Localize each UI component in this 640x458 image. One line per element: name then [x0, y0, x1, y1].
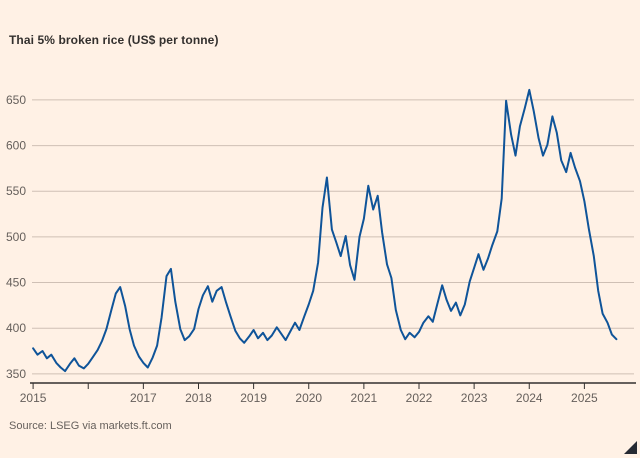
- price-line-series: [32, 88, 618, 373]
- y-tick-label: 350: [6, 367, 26, 381]
- y-tick-label: 400: [6, 321, 26, 335]
- y-tick-label: 600: [6, 139, 26, 153]
- y-tick-label: 500: [6, 230, 26, 244]
- x-tick-label: 2022: [406, 391, 433, 405]
- x-tick-label: 2025: [571, 391, 598, 405]
- x-tick-label: 2018: [185, 391, 212, 405]
- x-tick-label: 2023: [461, 391, 488, 405]
- source-note: Source: LSEG via markets.ft.com: [9, 420, 172, 432]
- x-tick-label: 2020: [295, 391, 322, 405]
- x-tick-label: 2015: [20, 391, 47, 405]
- y-tick-label: 650: [6, 93, 26, 107]
- y-tick-label: 550: [6, 184, 26, 198]
- x-tick-label: 2021: [351, 391, 378, 405]
- corner-triangle-mark: [624, 441, 637, 454]
- x-tick-label: 2019: [240, 391, 267, 405]
- x-tick-label: 2024: [516, 391, 543, 405]
- y-tick-label: 450: [6, 276, 26, 290]
- chart-title: Thai 5% broken rice (US$ per tonne): [9, 33, 219, 47]
- x-tick-label: 2017: [130, 391, 157, 405]
